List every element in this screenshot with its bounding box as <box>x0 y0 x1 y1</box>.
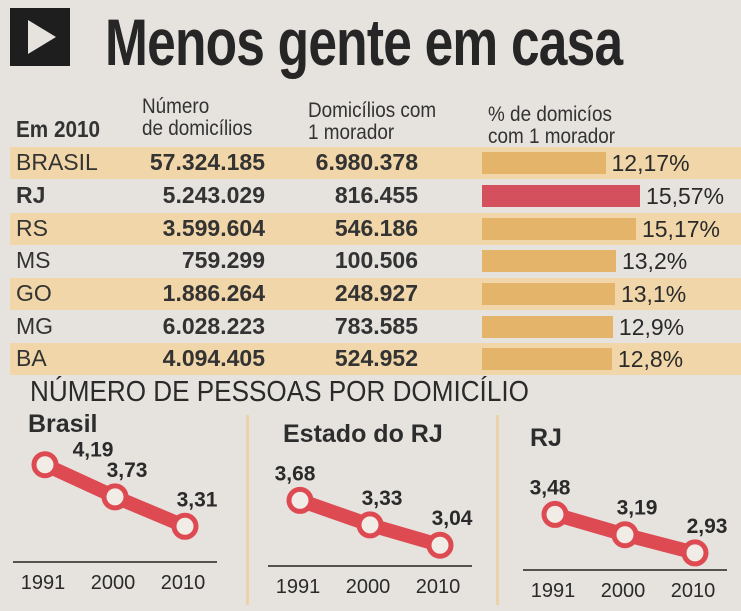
row-households: 4.094.405 <box>162 345 265 371</box>
data-label: 3,19 <box>617 497 658 520</box>
play-triangle-icon <box>10 8 70 66</box>
table-row: BA 4.094.405 524.952 12,8% <box>10 343 741 375</box>
table-row: MS 759.299 100.506 13,2% <box>10 245 741 277</box>
row-single: 100.506 <box>334 247 418 273</box>
row-single: 6.980.378 <box>315 149 418 175</box>
row-name: GO <box>16 280 52 306</box>
row-pct: 12,9% <box>618 314 685 340</box>
row-single: 524.952 <box>334 345 418 371</box>
row-households: 3.599.604 <box>162 215 265 241</box>
x-tick-label: 1991 <box>276 576 321 598</box>
row-name: BRASIL <box>16 149 98 175</box>
table-row: GO 1.886.264 248.927 13,1% <box>10 278 741 310</box>
table-row: RS 3.599.604 546.186 15,17% <box>10 213 741 245</box>
header-col3-line2: com 1 morador <box>488 125 616 148</box>
x-tick-label: 2000 <box>601 580 646 602</box>
row-single: 816.455 <box>334 182 418 208</box>
x-tick-label: 2010 <box>416 576 461 598</box>
data-label: 3,48 <box>530 476 571 499</box>
header-col3-line1: % de domicíos <box>488 103 612 126</box>
header-col1: Número de domicílios <box>142 96 252 140</box>
row-pct: 13,1% <box>620 281 687 307</box>
x-tick-label: 2010 <box>161 572 206 594</box>
row-pct: 13,2% <box>621 248 688 274</box>
data-point <box>611 521 639 549</box>
header-col1-line2: de domicílios <box>142 117 253 140</box>
row-pct: 15,57% <box>646 183 725 209</box>
page-title: Menos gente em casa <box>105 5 623 79</box>
divider <box>246 415 249 605</box>
x-tick-label: 1991 <box>531 580 576 602</box>
data-point <box>171 512 199 540</box>
data-label: 3,33 <box>362 487 403 510</box>
data-label: 3,04 <box>432 507 473 530</box>
row-pct: 15,17% <box>641 216 720 242</box>
x-tick-label: 1991 <box>21 572 66 594</box>
row-single: 783.585 <box>334 313 418 339</box>
data-point <box>356 511 384 539</box>
pct-bar <box>482 283 615 305</box>
divider <box>496 415 499 605</box>
pct-bar <box>482 185 641 207</box>
row-pct: 12,17% <box>611 150 690 176</box>
chart-title: RJ <box>530 424 562 452</box>
pct-bar <box>482 348 612 370</box>
row-households: 57.324.185 <box>149 149 265 175</box>
row-households: 6.028.223 <box>162 313 265 339</box>
row-name: MS <box>16 247 51 273</box>
data-label: 3,68 <box>275 462 316 485</box>
x-tick-label: 2010 <box>671 580 716 602</box>
header-col2-line1: Domicílios com <box>308 99 437 122</box>
row-name: MG <box>16 313 54 339</box>
row-single: 546.186 <box>334 215 418 241</box>
data-label: 3,73 <box>107 459 148 482</box>
row-single: 248.927 <box>334 280 418 306</box>
pct-bar <box>482 218 636 240</box>
table-row: RJ 5.243.029 816.455 15,57% <box>10 180 741 212</box>
pct-bar <box>482 152 606 174</box>
charts-title: NÚMERO DE PESSOAS POR DOMICÍLIO <box>30 376 529 408</box>
row-households: 759.299 <box>181 247 265 273</box>
data-label: 2,93 <box>687 515 728 538</box>
data-point <box>31 451 59 479</box>
header-col3: % de domicíos com 1 morador <box>488 104 615 148</box>
data-point <box>681 539 709 567</box>
table-row: BRASIL 57.324.185 6.980.378 12,17% <box>10 147 741 179</box>
pct-bar <box>482 250 616 272</box>
header-col2: Domicílios com 1 morador <box>308 100 436 144</box>
chart-title: Brasil <box>28 410 98 438</box>
header-col2-line2: 1 morador <box>308 121 395 144</box>
row-name: RS <box>16 215 48 241</box>
data-point <box>286 486 314 514</box>
x-tick-label: 2000 <box>346 576 391 598</box>
header-year: Em 2010 <box>16 116 101 142</box>
row-name: BA <box>16 345 47 371</box>
data-point <box>541 500 569 528</box>
row-pct: 12,8% <box>617 346 684 372</box>
chart-title: Estado do RJ <box>283 420 443 448</box>
data-label: 4,19 <box>73 439 114 462</box>
row-households: 1.886.264 <box>162 280 265 306</box>
row-name: RJ <box>16 182 46 208</box>
data-label: 3,31 <box>177 488 218 511</box>
row-households: 5.243.029 <box>162 182 265 208</box>
data-point <box>101 483 129 511</box>
data-point <box>426 531 454 559</box>
header-col1-line1: Número <box>142 95 210 118</box>
x-tick-label: 2000 <box>91 572 136 594</box>
pct-bar <box>482 316 613 338</box>
table-row: MG 6.028.223 783.585 12,9% <box>10 311 741 343</box>
